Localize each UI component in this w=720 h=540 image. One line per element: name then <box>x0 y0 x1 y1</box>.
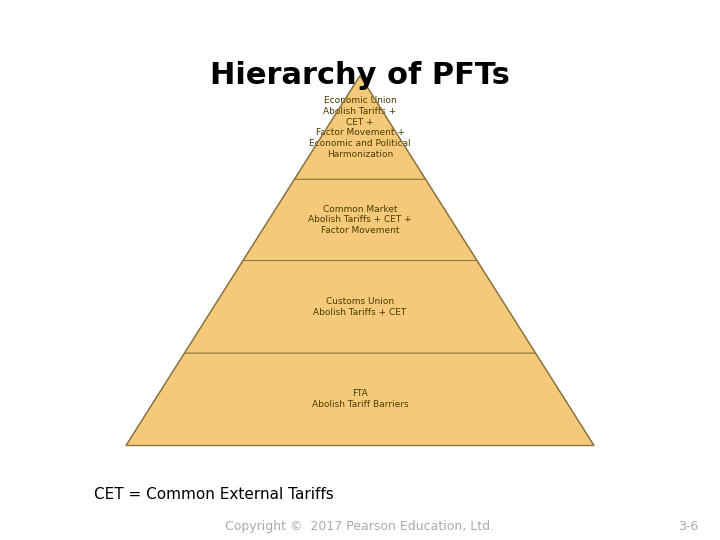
Polygon shape <box>126 353 594 446</box>
Polygon shape <box>243 179 477 260</box>
Text: FTA
Abolish Tariff Barriers: FTA Abolish Tariff Barriers <box>312 389 408 409</box>
Text: Copyright ©  2017 Pearson Education, Ltd.: Copyright © 2017 Pearson Education, Ltd. <box>225 520 495 533</box>
Polygon shape <box>184 260 536 353</box>
Text: Economic Union
Abolish Tariffs +
CET +
Factor Movement +
Economic and Political
: Economic Union Abolish Tariffs + CET + F… <box>309 96 411 159</box>
Text: Common Market
Abolish Tariffs + CET +
Factor Movement: Common Market Abolish Tariffs + CET + Fa… <box>308 205 412 235</box>
Text: CET = Common External Tariffs: CET = Common External Tariffs <box>94 487 333 502</box>
Text: Customs Union
Abolish Tariffs + CET: Customs Union Abolish Tariffs + CET <box>313 297 407 316</box>
Text: Hierarchy of PFTs: Hierarchy of PFTs <box>210 61 510 90</box>
Polygon shape <box>294 76 426 179</box>
Text: 3-6: 3-6 <box>678 520 698 533</box>
